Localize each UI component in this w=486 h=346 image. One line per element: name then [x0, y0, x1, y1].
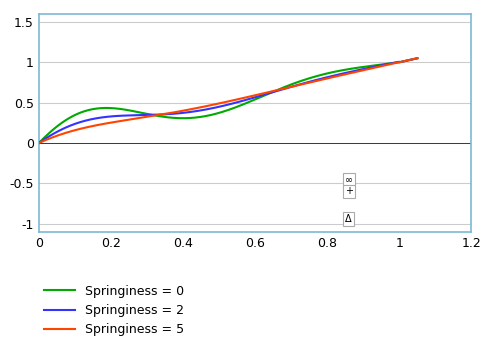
Text: Δ: Δ [345, 214, 352, 224]
Legend: Springiness = 0, Springiness = 2, Springiness = 5: Springiness = 0, Springiness = 2, Spring… [39, 280, 189, 341]
Text: +: + [345, 186, 353, 197]
Text: ∞: ∞ [345, 175, 353, 185]
